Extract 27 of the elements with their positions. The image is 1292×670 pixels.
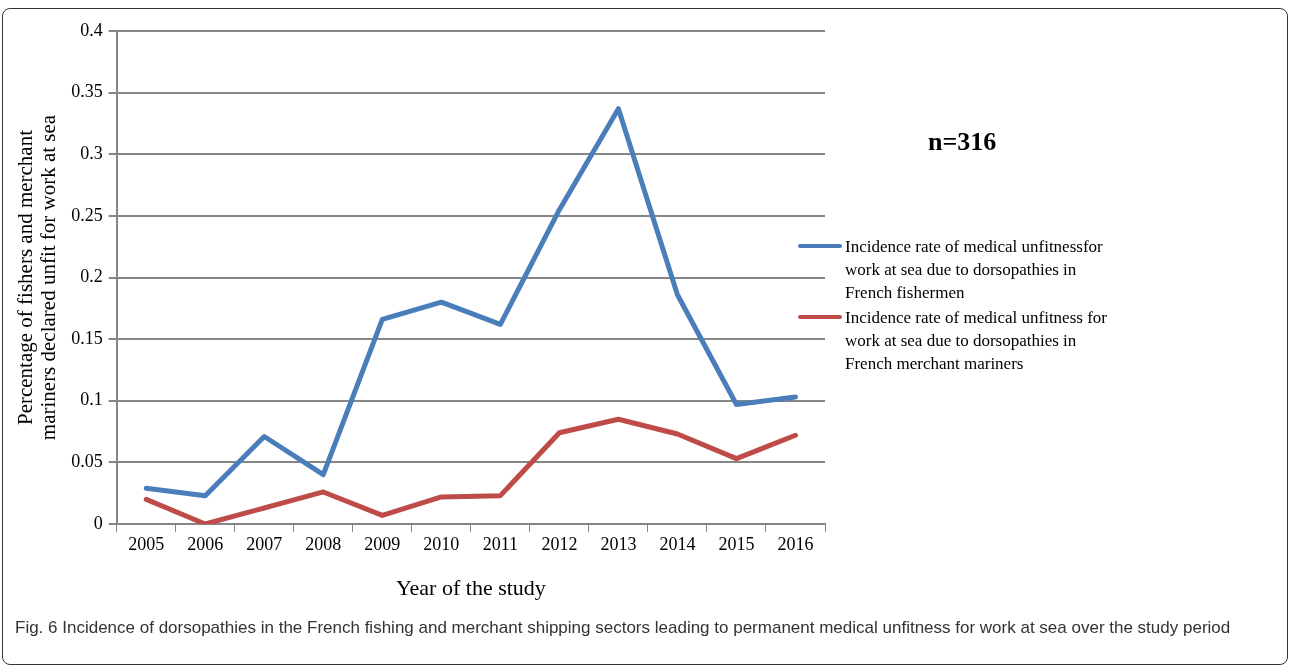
x-tick-label: 2007: [246, 533, 283, 554]
y-tick-label: 0.3: [80, 142, 103, 163]
y-tick-label: 0.35: [71, 81, 103, 102]
y-tick-label: 0.1: [80, 389, 103, 410]
x-tick-label: 2006: [187, 533, 224, 554]
x-tick-label: 2013: [600, 533, 637, 554]
x-tick-label: 2011: [482, 533, 519, 554]
x-tick-label: 2015: [718, 533, 755, 554]
legend-label: Incidence rate of medical unfitness for work at sea due to dorsopathies in French merchant mariners: [845, 307, 1108, 375]
x-tick-label: 2012: [541, 533, 578, 554]
legend-label: Incidence rate of medical unfitnessfor work at sea due to dorsopathies in French fishermen: [845, 236, 1104, 304]
x-tick-label: 2009: [364, 533, 401, 554]
x-tick-label: 2005: [128, 533, 165, 554]
y-tick-label: 0.15: [71, 327, 103, 348]
y-tick-label: 0.2: [80, 266, 103, 287]
y-tick-label: 0.4: [80, 19, 103, 40]
x-tick-label: 2010: [423, 533, 460, 554]
x-tick-label: 2016: [777, 533, 814, 554]
x-tick-label: 2008: [305, 533, 342, 554]
y-tick-label: 0.05: [71, 451, 103, 472]
x-axis-title: Year of the study: [395, 574, 546, 600]
caption: Fig. 6 Incidence of dorsopathies in the French fishing and merchant shipping sectors leading to permanent medical unfitness for work at sea over the study period: [15, 617, 1232, 639]
y-tick-label: 0.25: [71, 204, 103, 225]
y-axis-title: Percentage of fishers and merchant mariners declared unfit for work at sea: [13, 114, 61, 441]
y-tick-label: 0: [93, 512, 103, 533]
x-tick-label: 2014: [659, 533, 696, 554]
text: n=316: [928, 127, 997, 157]
